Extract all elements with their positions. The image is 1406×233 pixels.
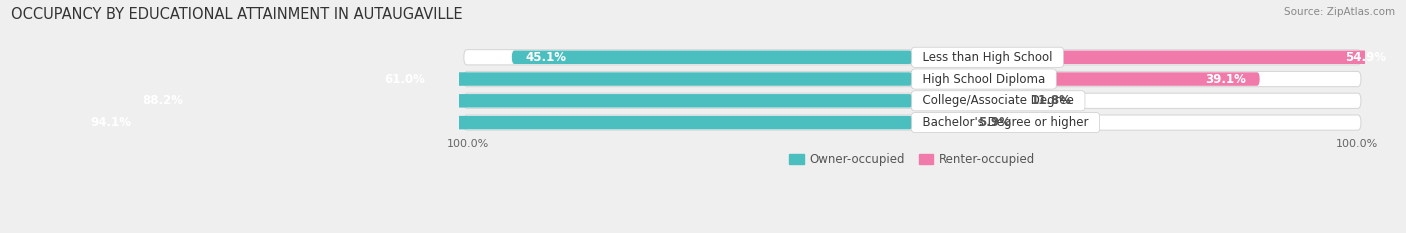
Text: High School Diploma: High School Diploma [915,72,1053,86]
Text: 54.9%: 54.9% [1346,51,1386,64]
Text: 61.0%: 61.0% [384,72,425,86]
FancyBboxPatch shape [512,51,912,64]
FancyBboxPatch shape [912,72,1260,86]
FancyBboxPatch shape [464,93,1361,108]
FancyBboxPatch shape [371,72,912,86]
Text: 94.1%: 94.1% [90,116,131,129]
Text: OCCUPANCY BY EDUCATIONAL ATTAINMENT IN AUTAUGAVILLE: OCCUPANCY BY EDUCATIONAL ATTAINMENT IN A… [11,7,463,22]
Text: Bachelor's Degree or higher: Bachelor's Degree or higher [915,116,1097,129]
Legend: Owner-occupied, Renter-occupied: Owner-occupied, Renter-occupied [789,153,1035,166]
FancyBboxPatch shape [912,51,1400,64]
Text: 39.1%: 39.1% [1205,72,1246,86]
FancyBboxPatch shape [912,94,1017,108]
FancyBboxPatch shape [912,116,965,129]
Text: 88.2%: 88.2% [142,94,183,107]
Text: Source: ZipAtlas.com: Source: ZipAtlas.com [1284,7,1395,17]
Text: 11.8%: 11.8% [1031,94,1071,107]
Text: 5.9%: 5.9% [979,116,1011,129]
Text: College/Associate Degree: College/Associate Degree [915,94,1081,107]
FancyBboxPatch shape [464,72,1361,87]
Text: 45.1%: 45.1% [524,51,567,64]
Text: Less than High School: Less than High School [915,51,1060,64]
FancyBboxPatch shape [76,116,912,129]
FancyBboxPatch shape [129,94,912,108]
FancyBboxPatch shape [464,115,1361,130]
FancyBboxPatch shape [464,50,1361,65]
